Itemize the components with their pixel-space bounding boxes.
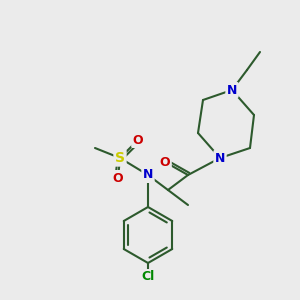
Text: N: N xyxy=(143,169,153,182)
Text: S: S xyxy=(115,151,125,165)
Text: O: O xyxy=(133,134,143,146)
Text: O: O xyxy=(160,155,170,169)
Text: O: O xyxy=(113,172,123,184)
Text: N: N xyxy=(215,152,225,164)
Text: Cl: Cl xyxy=(141,271,154,284)
Text: N: N xyxy=(227,83,237,97)
